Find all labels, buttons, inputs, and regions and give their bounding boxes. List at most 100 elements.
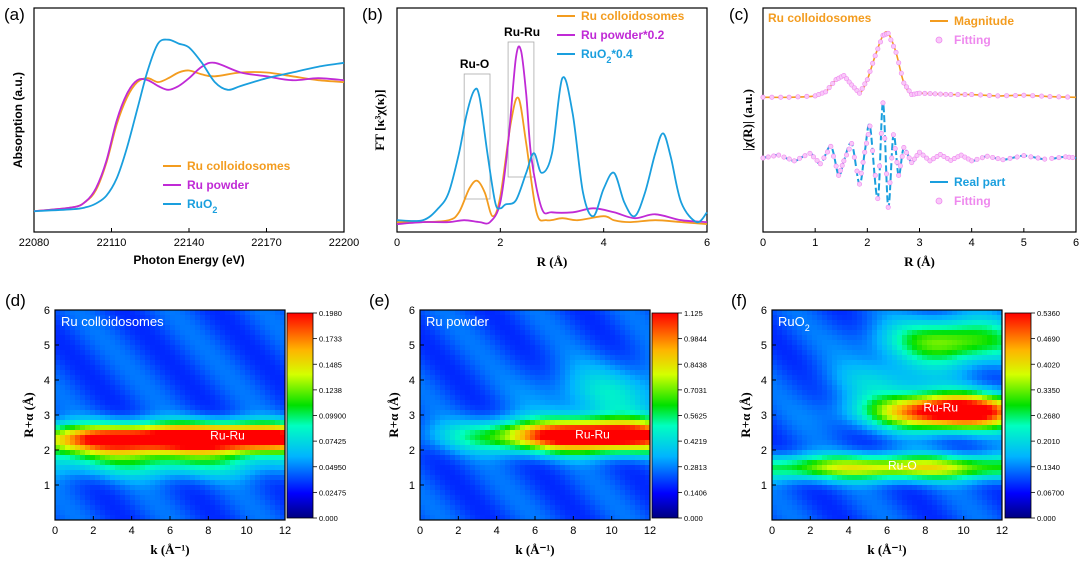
heatmap-cell xyxy=(792,485,798,491)
heatmap-cell xyxy=(240,350,246,356)
heatmap-cell xyxy=(605,315,611,321)
heatmap-cell xyxy=(265,470,271,476)
heatmap-cell xyxy=(585,320,591,326)
heatmap-cell xyxy=(530,405,536,411)
heatmap-cell xyxy=(265,445,271,451)
heatmap-cell xyxy=(595,330,601,336)
heatmap-cell xyxy=(280,485,286,491)
heatmap-cell xyxy=(65,320,71,326)
heatmap-cell xyxy=(777,360,783,366)
panel-label-d: (d) xyxy=(5,291,26,310)
heatmap-cell xyxy=(275,500,281,506)
heatmap-cell xyxy=(155,355,161,361)
heatmap-cell xyxy=(80,365,86,371)
heatmap-cell xyxy=(605,320,611,326)
real-fit-point xyxy=(791,158,797,164)
heatmap-cell xyxy=(115,390,121,396)
heatmap-cell xyxy=(260,320,266,326)
heatmap-cell xyxy=(645,460,651,466)
heatmap-cell xyxy=(590,345,596,351)
heatmap-cell xyxy=(580,395,586,401)
heatmap-cell xyxy=(210,480,216,486)
heatmap-cell xyxy=(610,390,616,396)
heatmap-cell xyxy=(640,470,646,476)
heatmap-cell xyxy=(777,370,783,376)
heatmap-cell xyxy=(520,380,526,386)
heatmap-cell xyxy=(857,325,863,331)
heatmap-cell xyxy=(585,395,591,401)
heatmap-cell xyxy=(807,385,813,391)
heatmap-cell xyxy=(475,415,481,421)
heatmap-cell xyxy=(265,495,271,501)
heatmap-cell xyxy=(792,335,798,341)
heatmap-cell xyxy=(440,430,446,436)
heatmap-cell xyxy=(525,440,531,446)
heatmap-cell xyxy=(80,435,86,441)
heatmap-cell xyxy=(90,325,96,331)
heatmap-cell xyxy=(550,515,556,521)
heatmap-cell xyxy=(812,365,818,371)
heatmap-cell xyxy=(807,445,813,451)
heatmap-cell xyxy=(792,370,798,376)
heatmap-cell xyxy=(857,480,863,486)
heatmap-cell xyxy=(635,410,641,416)
heatmap-cell xyxy=(480,340,486,346)
heatmap-cell xyxy=(210,320,216,326)
heatmap-cell xyxy=(140,490,146,496)
heatmap-cell xyxy=(610,470,616,476)
heatmap-cell xyxy=(852,320,858,326)
heatmap-cell xyxy=(230,475,236,481)
heatmap-cell xyxy=(465,455,471,461)
heatmap-cell xyxy=(827,505,833,511)
heatmap-cell xyxy=(155,330,161,336)
heatmap-cell xyxy=(435,465,441,471)
heatmap-cell xyxy=(255,450,261,456)
heatmap-cell xyxy=(630,340,636,346)
heatmap-cell xyxy=(530,450,536,456)
heatmap-cell xyxy=(75,500,81,506)
heatmap-cell xyxy=(445,395,451,401)
heatmap-cell xyxy=(75,475,81,481)
heatmap-cell xyxy=(200,425,206,431)
heatmap-cell xyxy=(610,415,616,421)
heatmap-cell xyxy=(450,510,456,516)
heatmap-cell xyxy=(635,435,641,441)
heatmap-cell xyxy=(430,400,436,406)
heatmap-cell xyxy=(575,430,581,436)
heatmap-cell xyxy=(620,435,626,441)
heatmap-cell xyxy=(640,415,646,421)
heatmap-cell xyxy=(195,485,201,491)
heatmap-cell xyxy=(105,350,111,356)
heatmap-cell xyxy=(260,385,266,391)
heatmap-cell xyxy=(822,370,828,376)
heatmap-cell xyxy=(645,475,651,481)
heatmap-cell xyxy=(275,310,281,316)
heatmap-cell xyxy=(420,325,426,331)
heatmap-cell xyxy=(857,345,863,351)
heatmap-cell xyxy=(210,510,216,516)
heatmap-cell xyxy=(797,515,803,521)
heatmap-cell xyxy=(832,495,838,501)
heatmap-cell xyxy=(245,350,251,356)
heatmap-cell xyxy=(165,310,171,316)
heatmap-cell xyxy=(130,480,136,486)
heatmap-cell xyxy=(80,455,86,461)
heatmap-cell xyxy=(435,340,441,346)
heatmap-cell xyxy=(105,370,111,376)
heatmap-cell xyxy=(75,440,81,446)
heatmap-cell xyxy=(837,410,843,416)
heatmap-cell xyxy=(230,505,236,511)
heatmap-cell xyxy=(205,440,211,446)
heatmap-cell xyxy=(480,440,486,446)
heatmap-cell xyxy=(565,465,571,471)
heatmap-cell xyxy=(862,380,868,386)
heatmap-cell xyxy=(535,470,541,476)
heatmap-cell xyxy=(190,335,196,341)
heatmap-cell xyxy=(787,310,793,316)
heatmap-cell xyxy=(772,500,778,506)
heatmap-cell xyxy=(195,335,201,341)
heatmap-cell xyxy=(585,325,591,331)
heatmap-cell xyxy=(827,380,833,386)
heatmap-cell xyxy=(500,320,506,326)
heatmap-cell xyxy=(595,455,601,461)
